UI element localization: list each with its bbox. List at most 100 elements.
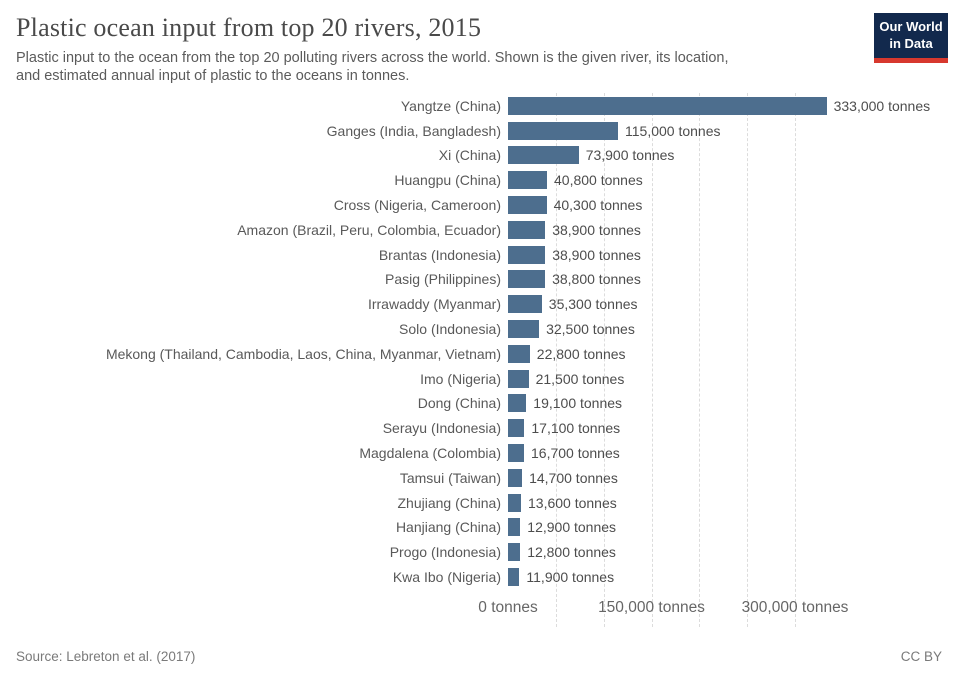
x-axis-tick-label: 0 tonnes <box>478 599 538 617</box>
bar[interactable] <box>508 543 521 562</box>
bar-area: 38,800 tonnes <box>508 267 960 292</box>
bar-area: 22,800 tonnes <box>508 341 960 366</box>
bar-category-label: Progo (Indonesia) <box>389 544 501 561</box>
bar-category-label: Imo (Nigeria) <box>420 370 501 387</box>
table-row: Hanjiang (China) 12,900 tonnes <box>0 515 960 540</box>
bar[interactable] <box>508 369 529 388</box>
table-row: Amazon (Brazil, Peru, Colombia, Ecuador)… <box>0 217 960 242</box>
bar-value-label: 115,000 tonnes <box>625 122 721 139</box>
bar-category-label: Dong (China) <box>417 395 501 412</box>
chart-subtitle-line1: Plastic input to the ocean from the top … <box>16 50 729 66</box>
bar-area: 115,000 tonnes <box>508 118 960 143</box>
bar-category-label: Mekong (Thailand, Cambodia, Laos, China,… <box>105 345 501 362</box>
bar-value-label: 38,900 tonnes <box>552 246 641 263</box>
bar-area: 38,900 tonnes <box>508 242 960 267</box>
bar-area: 12,800 tonnes <box>508 540 960 565</box>
bar[interactable] <box>508 220 546 239</box>
bar-category-label: Yangtze (China) <box>400 97 501 114</box>
table-row: Brantas (Indonesia) 38,900 tonnes <box>0 242 960 267</box>
bar-value-label: 17,100 tonnes <box>531 420 621 437</box>
table-row: Pasig (Philippines) 38,800 tonnes <box>0 267 960 292</box>
bar[interactable] <box>508 394 527 413</box>
bar-area: 12,900 tonnes <box>508 515 960 540</box>
bar-value-label: 12,900 tonnes <box>527 519 617 536</box>
bar-value-label: 40,800 tonnes <box>554 172 643 189</box>
bar-area: 38,900 tonnes <box>508 217 960 242</box>
source-text: Source: Lebreton et al. (2017) <box>16 649 196 664</box>
table-row: Magdalena (Colombia) 16,700 tonnes <box>0 441 960 466</box>
bar-area: 40,300 tonnes <box>508 193 960 218</box>
table-row: Yangtze (China) 333,000 tonnes <box>0 93 960 118</box>
chart-footer: Source: Lebreton et al. (2017) CC BY <box>0 649 960 678</box>
bar-category-label: Serayu (Indonesia) <box>382 420 501 437</box>
bar-chart: Yangtze (China) 333,000 tonnes Ganges (Ind… <box>0 93 960 628</box>
bar-area: 19,100 tonnes <box>508 391 960 416</box>
bar-area: 11,900 tonnes <box>508 565 960 590</box>
x-axis: 0 tonnes 150,000 tonnes 300,000 tonnes <box>0 593 960 627</box>
bar-value-label: 19,100 tonnes <box>533 395 623 412</box>
bar[interactable] <box>508 468 523 487</box>
bar-category-label: Magdalena (Colombia) <box>359 444 501 461</box>
bar-category-label: Tamsui (Taiwan) <box>399 469 501 486</box>
bar[interactable] <box>508 121 618 140</box>
bar-area: 17,100 tonnes <box>508 416 960 441</box>
bar[interactable] <box>508 443 524 462</box>
bar-category-label: Solo (Indonesia) <box>399 320 501 337</box>
bar-value-label: 11,900 tonnes <box>526 568 615 585</box>
bar[interactable] <box>508 195 547 214</box>
bar[interactable] <box>508 567 520 586</box>
owid-logo-text: Our World in Data <box>874 13 948 58</box>
bar-value-label: 35,300 tonnes <box>548 296 638 313</box>
bar-rows: Yangtze (China) 333,000 tonnes Ganges (Ind… <box>0 93 960 589</box>
table-row: Huangpu (China) 40,800 tonnes <box>0 168 960 193</box>
chart-title: Plastic ocean input from top 20 rivers, … <box>16 13 482 42</box>
bar[interactable] <box>508 419 525 438</box>
bar-category-label: Kwa Ibo (Nigeria) <box>392 568 501 585</box>
bar-value-label: 14,700 tonnes <box>529 469 618 486</box>
bar[interactable] <box>508 319 540 338</box>
bar[interactable] <box>508 245 546 264</box>
table-row: Dong (China) 19,100 tonnes <box>0 391 960 416</box>
bar-area: 40,800 tonnes <box>508 168 960 193</box>
bar-category-label: Ganges (India, Bangladesh) <box>326 122 501 139</box>
bar-category-label: Hanjiang (China) <box>395 519 501 536</box>
bar-category-label: Cross (Nigeria, Cameroon) <box>333 196 501 213</box>
owid-logo[interactable]: Our World in Data <box>874 13 948 63</box>
bar[interactable] <box>508 493 521 512</box>
bar[interactable] <box>508 96 827 115</box>
license-link[interactable]: CC BY <box>900 649 942 664</box>
chart-header: Plastic ocean input from top 20 rivers, … <box>0 0 960 85</box>
bar[interactable] <box>508 270 546 289</box>
table-row: Ganges (India, Bangladesh) 115,000 tonnes <box>0 118 960 143</box>
bar-category-label: Xi (China) <box>438 147 501 164</box>
bar-value-label: 73,900 tonnes <box>585 147 675 164</box>
bar-category-label: Brantas (Indonesia) <box>378 246 501 263</box>
bar[interactable] <box>508 171 547 190</box>
table-row: Progo (Indonesia) 12,800 tonnes <box>0 540 960 565</box>
bar-value-label: 38,900 tonnes <box>552 221 641 238</box>
bar-area: 13,600 tonnes <box>508 490 960 515</box>
x-axis-tick-label: 150,000 tonnes <box>598 599 705 617</box>
bar[interactable] <box>508 518 521 537</box>
bar-area: 35,300 tonnes <box>508 292 960 317</box>
table-row: Solo (Indonesia) 32,500 tonnes <box>0 317 960 342</box>
bar[interactable] <box>508 295 542 314</box>
bar-area: 32,500 tonnes <box>508 317 960 342</box>
chart-subtitle: Plastic input to the ocean from the top … <box>16 50 944 85</box>
table-row: Xi (China) 73,900 tonnes <box>0 143 960 168</box>
table-row: Serayu (Indonesia) 17,100 tonnes <box>0 416 960 441</box>
bar-value-label: 22,800 tonnes <box>536 345 626 362</box>
owid-logo-line2: in Data <box>889 35 933 51</box>
bar-value-label: 13,600 tonnes <box>528 494 617 511</box>
bar-category-label: Huangpu (China) <box>394 172 501 189</box>
table-row: Mekong (Thailand, Cambodia, Laos, China,… <box>0 341 960 366</box>
bar-category-label: Irrawaddy (Myanmar) <box>367 296 501 313</box>
bar[interactable] <box>508 146 579 165</box>
table-row: Tamsui (Taiwan) 14,700 tonnes <box>0 465 960 490</box>
bar-value-label: 333,000 tonnes <box>833 97 931 114</box>
bar[interactable] <box>508 344 530 363</box>
bar-area: 16,700 tonnes <box>508 441 960 466</box>
table-row: Kwa Ibo (Nigeria) 11,900 tonnes <box>0 565 960 590</box>
table-row: Cross (Nigeria, Cameroon) 40,300 tonnes <box>0 193 960 218</box>
bar-value-label: 32,500 tonnes <box>546 320 635 337</box>
